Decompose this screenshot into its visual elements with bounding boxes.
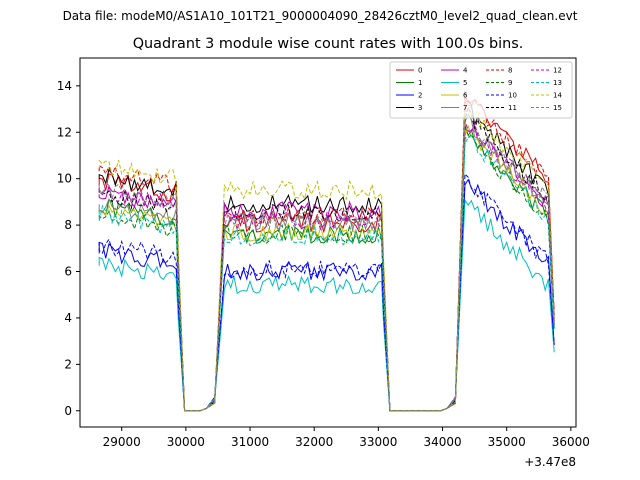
y-tick-label: 6 (64, 265, 72, 279)
x-tick-label: 29000 (103, 435, 141, 449)
x-tick-label: 36000 (552, 435, 590, 449)
series-line-14 (98, 102, 555, 412)
legend-label: 8 (508, 67, 512, 75)
x-tick-label: 30000 (167, 435, 205, 449)
series-line-10 (98, 172, 555, 412)
x-tick-label: 35000 (488, 435, 526, 449)
legend-label: 10 (508, 92, 517, 100)
x-tick-label: 34000 (423, 435, 461, 449)
series-line-12 (98, 120, 555, 412)
y-tick-label: 10 (57, 172, 72, 186)
legend-label: 2 (418, 92, 422, 100)
y-tick-label: 12 (57, 125, 72, 139)
legend-label: 0 (418, 67, 422, 75)
series-line-5 (98, 198, 555, 412)
y-tick-label: 8 (64, 218, 72, 232)
legend-label: 9 (508, 79, 512, 87)
series-line-13 (98, 134, 555, 412)
legend-label: 7 (463, 104, 467, 112)
series-line-3 (98, 100, 555, 412)
legend-label: 5 (463, 79, 467, 87)
y-tick-label: 2 (64, 357, 72, 371)
legend-label: 11 (508, 104, 517, 112)
y-tick-label: 0 (64, 404, 72, 418)
plot-frame (79, 57, 577, 428)
x-tick-label: 33000 (359, 435, 397, 449)
legend-label: 4 (463, 67, 468, 75)
legend-label: 12 (553, 67, 562, 75)
legend-label: 15 (553, 104, 562, 112)
series-layer (98, 90, 555, 412)
y-tick-label: 4 (64, 311, 72, 325)
x-offset-label: +3.47e8 (524, 455, 576, 469)
legend-label: 13 (553, 79, 562, 87)
series-line-7 (98, 113, 555, 412)
x-tick-label: 31000 (231, 435, 269, 449)
series-line-9 (98, 133, 555, 412)
y-tick-label: 14 (57, 79, 72, 93)
legend-frame (389, 61, 573, 119)
legend-label: 14 (553, 92, 562, 100)
legend-label: 3 (418, 104, 422, 112)
axis-ticks: 29000 30000 31000 32000 33000 34000 35000 36000… (57, 79, 590, 449)
data-file-label: Data file: modeM0/AS1A10_101T21_90000040… (63, 9, 578, 23)
legend-label: 6 (463, 92, 468, 100)
series-line-8 (98, 90, 555, 412)
legend-label: 1 (418, 79, 422, 87)
chart-title: Quadrant 3 module wise count rates with … (133, 36, 524, 52)
series-line-15 (98, 110, 555, 412)
x-tick-label: 32000 (295, 435, 333, 449)
